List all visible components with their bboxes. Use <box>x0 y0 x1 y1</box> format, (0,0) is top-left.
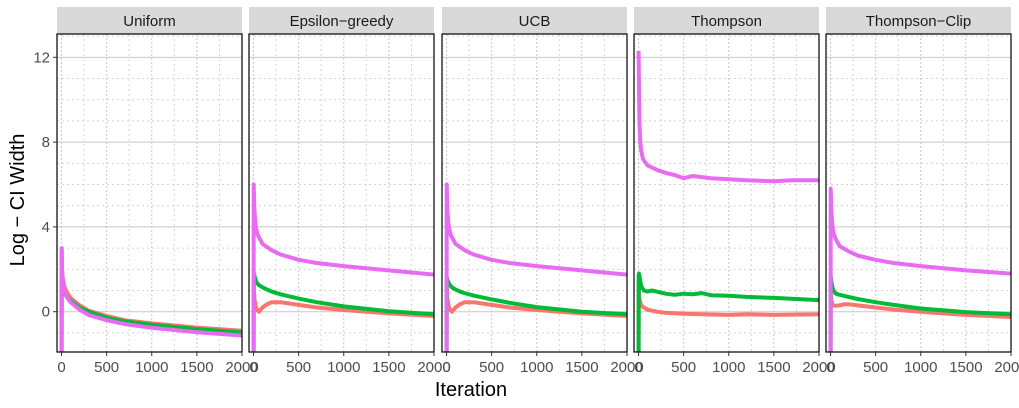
y-axis-ticks: 0 4 8 12 <box>33 49 57 321</box>
panel-border <box>248 33 435 353</box>
x-tick-label: 2000 <box>802 359 835 376</box>
series-line-purple <box>59 246 242 352</box>
x-tick-label: 0 <box>634 359 642 376</box>
x-tick-label: 1000 <box>135 359 168 376</box>
x-tick-label: 0 <box>249 359 257 376</box>
y-tick-label: 0 <box>42 304 50 321</box>
facet-strip <box>442 7 627 34</box>
x-tick-label: 1500 <box>180 359 213 376</box>
x-tick-label: 1000 <box>904 359 937 376</box>
facet-title: Thompson <box>691 13 762 30</box>
x-tick-label: 500 <box>863 359 888 376</box>
x-tick-label: 1000 <box>520 359 553 376</box>
x-axis-title: Iteration <box>435 379 507 401</box>
facet-strip <box>826 7 1011 34</box>
x-tick-label: 2000 <box>417 359 450 376</box>
x-tick-label: 500 <box>479 359 504 376</box>
x-tick-label: 500 <box>671 359 696 376</box>
x-tick-label: 0 <box>57 359 65 376</box>
x-tick-label: 1500 <box>757 359 790 376</box>
facet-title: UCB <box>519 13 551 30</box>
facet-title: Epsilon−greedy <box>290 13 394 30</box>
panel-border <box>825 33 1012 353</box>
x-tick-label: 1500 <box>949 359 982 376</box>
facet-panel-5: Thompson−Clip 0 500 1000 1500 2000 <box>825 7 1019 376</box>
y-tick-label: 12 <box>33 49 50 66</box>
y-axis-title: Log − CI Width <box>7 134 29 267</box>
facet-panel-2: Epsilon−greedy 0 500 1000 1500 2000 <box>248 7 451 376</box>
x-tick-label: 500 <box>94 359 119 376</box>
panel-border <box>633 33 820 353</box>
facet-strip <box>249 7 434 34</box>
panel-border <box>56 33 243 353</box>
facet-title: Uniform <box>123 13 176 30</box>
x-tick-label: 2000 <box>994 359 1019 376</box>
plot-background <box>57 34 242 352</box>
x-tick-label: 1500 <box>565 359 598 376</box>
facet-strip <box>634 7 819 34</box>
facet-strip <box>57 7 242 34</box>
facet-panel-3: UCB 0 500 1000 1500 2000 <box>441 7 644 376</box>
x-tick-label: 1000 <box>327 359 360 376</box>
y-tick-label: 8 <box>42 134 50 151</box>
x-tick-label: 500 <box>286 359 311 376</box>
plot-background <box>634 34 819 352</box>
series-line-purple <box>636 50 819 184</box>
facet-panel-1: Uniform 0 500 1000 1500 2000 <box>56 7 259 376</box>
plot-background <box>442 34 627 352</box>
x-tick-label: 2000 <box>610 359 643 376</box>
facet-panel-4: Thompson 0 500 1000 1500 2000 <box>633 7 836 376</box>
x-tick-label: 0 <box>826 359 834 376</box>
x-tick-label: 1000 <box>712 359 745 376</box>
facet-panels: Uniform 0 500 1000 1500 2000 Epsilon−greedy 0 50… <box>56 7 1019 376</box>
series-line-purple <box>251 182 434 352</box>
facet-title: Thompson−Clip <box>866 13 971 30</box>
x-tick-label: 1500 <box>372 359 405 376</box>
series-line-purple <box>444 182 627 352</box>
panel-border <box>441 33 628 353</box>
x-tick-label: 2000 <box>225 359 258 376</box>
series-line-green <box>636 271 819 352</box>
series-line-purple <box>828 186 1011 352</box>
y-tick-label: 4 <box>42 219 50 236</box>
plot-background <box>249 34 434 352</box>
x-tick-label: 0 <box>442 359 450 376</box>
